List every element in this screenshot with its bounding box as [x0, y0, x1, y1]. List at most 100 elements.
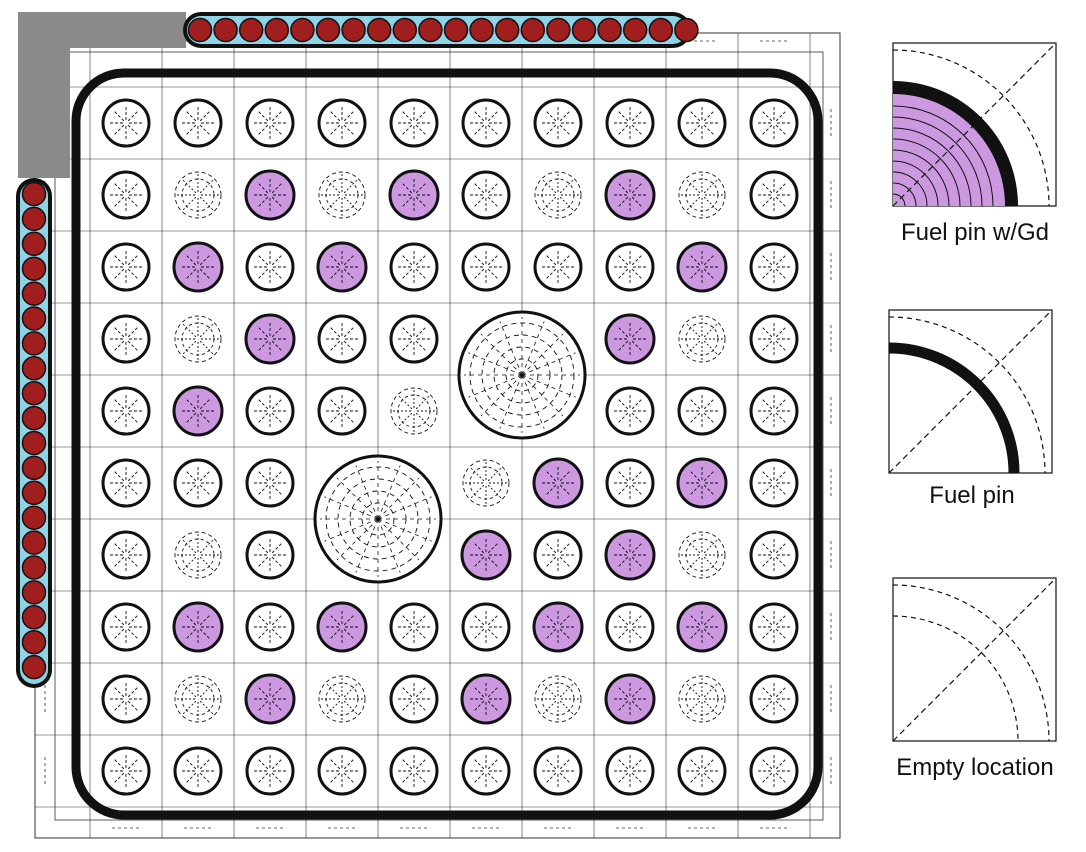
pin-mesh-spoke — [402, 628, 413, 639]
pin-mesh-spoke — [762, 628, 773, 639]
fuel-pin-clad — [605, 98, 655, 148]
fuel-pin — [389, 602, 439, 652]
pin-mesh-spoke — [487, 700, 498, 711]
pin-mesh-spoke — [762, 412, 773, 423]
fuel-pin — [101, 602, 151, 652]
pin-mesh-spoke — [258, 327, 269, 338]
pin-mesh-spoke — [398, 395, 413, 410]
fuel-pin-clad — [245, 242, 295, 292]
pin-mesh-spoke — [474, 543, 485, 554]
fuel-pin-clad — [389, 242, 439, 292]
blade-absorber-rod — [21, 405, 47, 431]
pin-mesh-spoke — [114, 255, 125, 266]
pin-mesh-spoke — [631, 111, 642, 122]
pin-mesh-spoke — [343, 124, 354, 135]
blade-absorber-rod — [187, 17, 213, 43]
fuel-pin-clad — [461, 98, 511, 148]
gd-pin-clad — [244, 313, 296, 365]
pin-mesh-spoke — [182, 539, 197, 554]
gd-pin-clad — [316, 601, 368, 653]
empty-outer-ring — [174, 171, 222, 219]
fuel-pin — [533, 530, 583, 580]
legend-gd-ring — [892, 105, 994, 207]
pin-mesh-spoke — [127, 615, 138, 626]
pin-mesh-spoke — [690, 471, 701, 482]
pin-mesh-spoke — [343, 327, 354, 338]
pin-mesh-spoke — [199, 255, 210, 266]
blade-absorber-rod — [21, 331, 47, 356]
fuel-pin — [101, 530, 151, 580]
water-rod-spoke — [480, 374, 523, 417]
pin-mesh-spoke — [186, 399, 197, 410]
fuel-pin-clad — [101, 602, 151, 652]
outer-boundary — [34, 32, 841, 839]
water-rod-spoke — [324, 518, 379, 542]
pin-mesh-spoke — [127, 471, 138, 482]
pin-mesh-spoke — [127, 327, 138, 338]
pin-mesh-spoke — [330, 340, 341, 351]
pin-mesh-spoke — [559, 268, 570, 279]
pin-mesh-spoke — [343, 628, 354, 639]
pin-mesh-spoke — [703, 412, 714, 423]
pin-mesh-spoke — [415, 395, 430, 410]
pin-mesh-spoke — [703, 628, 714, 639]
pin-mesh-spoke — [343, 111, 354, 122]
pin-mesh-spoke — [775, 471, 786, 482]
blade-absorber-rod — [21, 356, 47, 381]
fuel-pin — [101, 314, 151, 364]
pin-mesh-spoke — [343, 340, 354, 351]
pin-mesh-spoke — [690, 268, 701, 279]
pin-mesh-spoke — [474, 268, 485, 279]
pin-mesh-spoke — [271, 543, 282, 554]
pin-mesh-spoke — [775, 687, 786, 698]
gd-pin — [532, 457, 584, 509]
fuel-pin-clad — [605, 746, 655, 796]
pin-mesh-spoke — [127, 399, 138, 410]
fuel-pin — [389, 98, 439, 148]
fuel-pin-clad — [317, 98, 367, 148]
pin-mesh-spoke — [258, 628, 269, 639]
pin-mesh-spoke — [470, 484, 485, 499]
pin-mesh-spoke — [343, 399, 354, 410]
gd-pin-clad — [676, 601, 728, 653]
pin-mesh-spoke — [343, 179, 358, 194]
pin-mesh-spoke — [690, 255, 701, 266]
pin-mesh-spoke — [690, 628, 701, 639]
pin-mesh-spoke — [199, 179, 214, 194]
pin-mesh-spoke — [114, 340, 125, 351]
pin-mesh-spoke — [631, 628, 642, 639]
water-rod-spoke — [468, 352, 523, 376]
pin-mesh-spoke — [546, 471, 557, 482]
pin-mesh-spoke — [762, 556, 773, 567]
pin-mesh-spoke — [559, 683, 574, 698]
fuel-pin-icon — [888, 309, 1053, 474]
fuel-pin-clad — [533, 746, 583, 796]
pin-mesh-spoke — [703, 484, 714, 495]
pin-mesh-spoke — [343, 759, 354, 770]
empty-location — [318, 675, 366, 723]
fuel-pin-clad — [677, 98, 727, 148]
pin-mesh-spoke — [271, 628, 282, 639]
pin-mesh-spoke — [618, 471, 629, 482]
blade-absorber-rod — [21, 455, 47, 481]
pin-mesh-spoke — [258, 124, 269, 135]
pin-mesh-spoke — [762, 543, 773, 554]
blade-absorber-rod — [520, 17, 546, 43]
blade-absorber-rod — [21, 580, 47, 605]
fuel-pin — [749, 602, 799, 652]
pin-mesh-spoke — [775, 111, 786, 122]
pin-mesh-spoke — [182, 683, 197, 698]
fuel-pin-clad — [749, 530, 799, 580]
pin-mesh-spoke — [271, 471, 282, 482]
gd-pin-clad — [676, 241, 728, 293]
pin-mesh-spoke — [474, 759, 485, 770]
legend-gd-ring — [892, 116, 983, 207]
pin-mesh-spoke — [271, 196, 282, 207]
fuel-pin-clad — [749, 458, 799, 508]
fuel-pin-gd-icon — [892, 42, 1057, 207]
pin-mesh-spoke — [271, 255, 282, 266]
pin-mesh-spoke — [762, 111, 773, 122]
pin-mesh-spoke — [271, 556, 282, 567]
pin-mesh-spoke — [415, 183, 426, 194]
water-rod — [313, 454, 443, 584]
